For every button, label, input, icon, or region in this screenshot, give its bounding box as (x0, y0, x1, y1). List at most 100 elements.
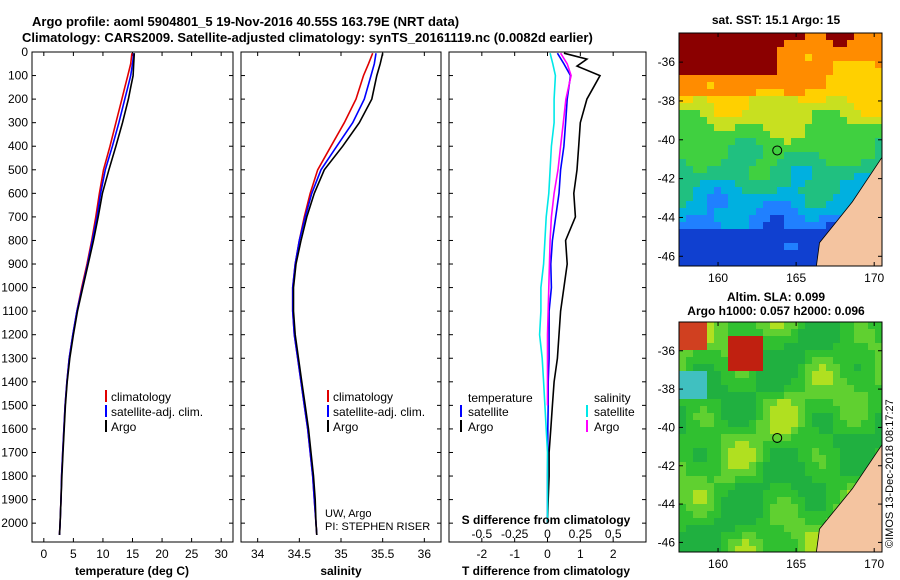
depth-tick-label: 400 (8, 139, 28, 153)
legend-satellite-label: satellite-adj. clim. (111, 405, 203, 419)
title-line-2: Climatology: CARS2009. Satellite-adjuste… (22, 30, 593, 45)
s-diff-tick-label: 0.25 (569, 527, 593, 541)
sst-map-panel: sat. SST: 15.1 Argo: 15 -36-38-40-42-44-… (658, 13, 885, 285)
series-salinity-argo (546, 52, 572, 406)
depth-tick-label: 1700 (1, 445, 28, 459)
x-tick-label: 1 (577, 547, 584, 561)
legend-satellite-label: satellite-adj. clim. (333, 405, 425, 419)
depth-tick-label: 500 (8, 163, 28, 177)
depth-tick-label: 1100 (2, 304, 28, 318)
x-tick-label: 20 (155, 547, 169, 561)
depth-tick-label: 1000 (1, 281, 28, 295)
difference-legend: temperature satellite Argo salinity sate… (460, 391, 635, 434)
x-tick-label: 25 (185, 547, 199, 561)
legend-climatology-label: climatology (111, 390, 171, 404)
sst-map: -36 -38 -40 -42 -44 -46 160 165 170 (658, 32, 885, 285)
legend-argo-label: Argo (111, 420, 137, 434)
lat-tick-label: -40 (658, 133, 676, 147)
depth-axis: 0 100 200 300 400 500 600 700 800 900 1000 1100 1200… (1, 45, 28, 530)
legend-argo-swatch (105, 420, 107, 432)
legend-satellite-swatch (105, 405, 107, 417)
legend-argo-swatch (327, 420, 329, 432)
series-temperature-satellite (546, 52, 572, 524)
lon-tick-label: 160 (708, 271, 728, 285)
difference-panel: -2 -1 0 1 2 -0.5 -0.25 0 0.25 0.5 T difference fr… (448, 51, 647, 578)
lat-tick-label: -42 (658, 459, 676, 473)
temperature-x-axis: 0 5 10 15 20 25 30 (32, 51, 233, 561)
sst-map-frame (678, 32, 883, 267)
lon-tick-label: 165 (786, 271, 806, 285)
legend-climatology-label: climatology (333, 390, 393, 404)
depth-tick-label: 600 (8, 186, 28, 200)
sla-map-panel: Altim. SLA: 0.099 Argo h1000: 0.057 h200… (658, 290, 885, 571)
lat-tick-label: -38 (658, 94, 676, 108)
depth-tick-label: 1800 (1, 469, 28, 483)
credit-line-2: PI: STEPHEN RISER (325, 521, 430, 533)
legend-salinity-head: salinity (594, 391, 631, 405)
imos-watermark: ©IMOS 13-Dec-2018 08:17:27 (884, 399, 896, 548)
s-diff-tick-label: 0 (544, 527, 551, 541)
legend-argo-label: Argo (333, 420, 359, 434)
depth-tick-label: 900 (8, 257, 28, 271)
salinity-panel: 34 34.5 35 35.5 36 salinity climatology sate… (240, 51, 442, 578)
legend-s-satellite-swatch (586, 405, 588, 417)
depth-tick-label: 1900 (1, 493, 28, 507)
x-tick-label: -1 (509, 547, 520, 561)
salinity-legend: climatology satellite-adj. clim. Argo (327, 390, 425, 434)
sla-map-frame (678, 321, 883, 553)
legend-climatology-swatch (105, 390, 107, 402)
sst-field (679, 33, 882, 266)
s-diff-tick-label: -0.25 (501, 527, 529, 541)
x-tick-label: 15 (126, 547, 140, 561)
x-tick-label: 0 (40, 547, 47, 561)
series-argo (292, 53, 384, 535)
legend-temperature-head: temperature (468, 391, 533, 405)
lat-tick-label: -46 (658, 249, 676, 263)
lat-tick-label: -40 (658, 420, 676, 434)
x-tick-label: 0 (544, 547, 551, 561)
x-tick-label: 10 (96, 547, 110, 561)
t-difference-xlabel: T difference from climatology (462, 564, 630, 578)
temperature-xlabel: temperature (deg C) (75, 564, 189, 578)
legend-t-satellite-label: satellite (468, 405, 509, 419)
x-tick-label: 35 (334, 547, 348, 561)
depth-tick-label: 1600 (1, 422, 28, 436)
x-tick-label: 30 (214, 547, 228, 561)
legend-t-argo-swatch (460, 420, 462, 432)
salinity-axes-frame (240, 51, 442, 543)
lat-tick-label: -38 (658, 382, 676, 396)
lat-tick-label: -44 (658, 210, 676, 224)
temperature-series (58, 53, 136, 535)
legend-t-satellite-swatch (460, 405, 462, 417)
lat-tick-label: -46 (658, 535, 676, 549)
lat-tick-label: -42 (658, 172, 676, 186)
x-tick-label: 35.5 (371, 547, 395, 561)
salinity-axis: 34 34.5 35 35.5 36 (241, 51, 441, 561)
title-line-1: Argo profile: aoml 5904801_5 19-Nov-2016… (32, 14, 459, 29)
temperature-legend: climatology satellite-adj. clim. Argo (105, 390, 203, 434)
depth-tick-label: 0 (21, 45, 28, 59)
depth-tick-label: 200 (8, 92, 28, 106)
depth-tick-label: 1200 (1, 328, 28, 342)
lon-tick-label: 165 (786, 557, 806, 571)
depth-tick-label: 700 (8, 210, 28, 224)
land-mass (815, 443, 882, 552)
x-tick-label: 34 (251, 547, 265, 561)
lat-tick-label: -36 (658, 55, 676, 69)
series-temperature-argo (546, 52, 602, 524)
series-argo (58, 53, 136, 535)
x-tick-label: 2 (610, 547, 617, 561)
lon-tick-label: 170 (864, 557, 884, 571)
sla-field (679, 322, 882, 552)
temperature-panel: 0100200300400500600700800900100011001200… (1, 45, 234, 578)
x-tick-label: 5 (70, 547, 77, 561)
credit-line-1: UW, Argo (325, 508, 371, 520)
x-tick-label: -2 (476, 547, 487, 561)
salinity-xlabel: salinity (320, 564, 362, 578)
depth-tick-label: 100 (8, 69, 28, 83)
lat-tick-label: -44 (658, 497, 676, 511)
depth-tick-label: 300 (8, 116, 28, 130)
s-diff-tick-label: -0.5 (471, 527, 492, 541)
x-tick-label: 36 (418, 547, 432, 561)
series-salinity-satellite (538, 53, 557, 524)
